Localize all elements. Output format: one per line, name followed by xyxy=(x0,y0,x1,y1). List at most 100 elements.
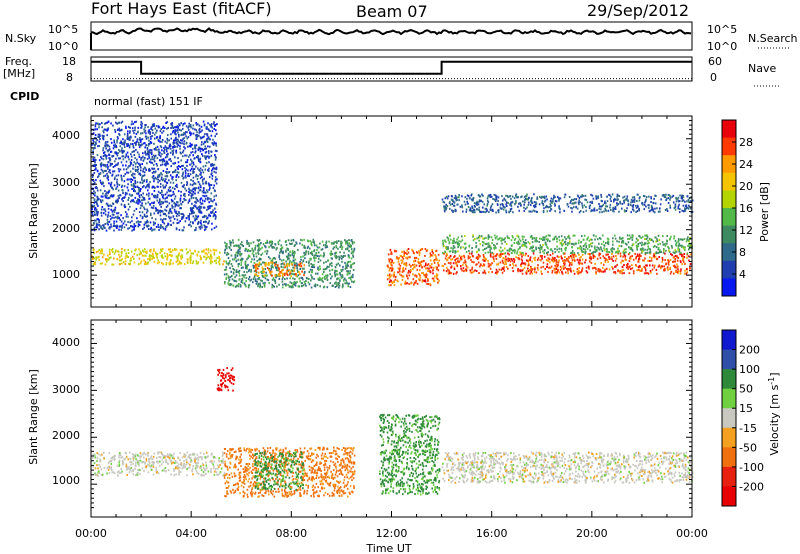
heatmap-cell-6 xyxy=(211,163,214,166)
heatmap-cell-6 xyxy=(157,150,160,153)
heatmap-cell-6 xyxy=(202,149,205,152)
heatmap-cell-5 xyxy=(456,242,459,245)
heatmap-cell-5 xyxy=(572,234,575,237)
heatmap-cell-6 xyxy=(98,136,100,138)
heatmap-cell-1 xyxy=(261,272,263,274)
heatmap-cell-1 xyxy=(350,246,352,249)
heatmap-cell-0 xyxy=(175,248,178,251)
heatmap-cell-2 xyxy=(274,264,276,267)
heatmap-cell-6 xyxy=(117,137,119,140)
heatmap-cell-3 xyxy=(404,251,407,254)
heatmap-cell-4 xyxy=(522,262,525,265)
heatmap-cell-6 xyxy=(140,126,142,129)
heatmap-cell-6 xyxy=(133,183,135,185)
heatmap-cell-4 xyxy=(638,268,640,271)
heatmap-cell-5 xyxy=(504,252,506,255)
heatmap-cell-1 xyxy=(318,255,320,258)
heatmap-cell-5 xyxy=(663,249,665,252)
heatmap-cell-6 xyxy=(134,129,136,132)
heatmap-cell-3 xyxy=(412,263,414,266)
heatmap-cell-4 xyxy=(445,270,448,273)
heatmap-cell-3 xyxy=(401,260,404,263)
heatmap-cell-6 xyxy=(156,196,159,199)
heatmap-cell-5 xyxy=(453,237,455,240)
heatmap-cell-6 xyxy=(116,154,119,157)
heatmap-cell-3 xyxy=(396,256,398,259)
heatmap-cell-4 xyxy=(602,263,605,266)
heatmap-cell-1 xyxy=(324,246,327,249)
heatmap-cell-1 xyxy=(300,276,302,279)
heatmap-cell-2 xyxy=(262,270,264,273)
heatmap-cell-5 xyxy=(454,250,456,253)
heatmap-cell-6 xyxy=(206,216,209,219)
heatmap-cell-6 xyxy=(187,126,189,129)
heatmap-cell-5 xyxy=(564,249,567,252)
heatmap-cell-4 xyxy=(443,252,445,255)
heatmap-cell-6 xyxy=(121,179,123,182)
heatmap-cell-6 xyxy=(123,205,126,207)
heatmap-cell-1 xyxy=(242,266,244,269)
heatmap-cell-0 xyxy=(113,252,116,255)
heatmap-cell-6 xyxy=(124,211,127,214)
heatmap-cell-6 xyxy=(108,196,111,199)
heatmap-cell-6 xyxy=(134,225,137,227)
heatmap-cell-6 xyxy=(192,187,194,190)
heatmap-cell-1 xyxy=(271,258,274,261)
heatmap-cell-6 xyxy=(165,170,167,173)
heatmap-cell-1 xyxy=(228,246,230,249)
heatmap-cell-3 xyxy=(389,248,392,251)
heatmap-cell-4 xyxy=(553,257,555,260)
heatmap-cell-4 xyxy=(491,262,493,265)
heatmap-cell-6 xyxy=(200,173,202,176)
heatmap-cell-6 xyxy=(132,187,135,190)
heatmap-cell-7 xyxy=(669,196,672,199)
heatmap-cell-1 xyxy=(320,248,323,251)
heatmap-cell-1 xyxy=(266,252,268,255)
heatmap-cell-4 xyxy=(684,272,686,275)
heatmap-cell-1 xyxy=(351,280,353,283)
heatmap-cell-6 xyxy=(99,189,102,192)
heatmap-cell-6 xyxy=(196,135,199,138)
heatmap-cell-1 xyxy=(313,242,316,245)
heatmap-cell-7 xyxy=(582,210,585,213)
heatmap-cell-4 xyxy=(526,270,528,273)
heatmap-cell-0 xyxy=(95,256,97,259)
heatmap-cell-6 xyxy=(130,183,133,186)
heatmap-cell-5 xyxy=(616,249,619,252)
heatmap-cell-6 xyxy=(143,166,146,169)
heatmap-cell-6 xyxy=(132,172,134,175)
heatmap-cell-6 xyxy=(174,188,176,190)
heatmap-cell-4 xyxy=(522,268,525,271)
heatmap-cell-1 xyxy=(345,264,347,267)
heatmap-cell-1 xyxy=(275,269,278,272)
heatmap-cell-6 xyxy=(148,186,150,189)
heatmap-cell-6 xyxy=(194,151,196,154)
heatmap-cell-6 xyxy=(108,189,111,192)
heatmap-cell-6 xyxy=(174,171,176,173)
heatmap-cell-6 xyxy=(164,227,167,230)
heatmap-cell-1 xyxy=(334,252,336,255)
heatmap-cell-5 xyxy=(482,237,484,240)
heatmap-cell-4 xyxy=(452,272,455,275)
heatmap-cell-4 xyxy=(520,263,523,265)
heatmap-cell-1 xyxy=(230,254,233,257)
heatmap-cell-4 xyxy=(469,256,471,259)
heatmap-cell-5 xyxy=(684,248,686,251)
heatmap-cell-6 xyxy=(176,142,178,145)
heatmap-cell-4 xyxy=(566,268,568,270)
heatmap-cell-1 xyxy=(337,282,339,284)
heatmap-cell-0 xyxy=(137,263,140,266)
heatmap-cell-6 xyxy=(166,127,168,130)
heatmap-cell-5 xyxy=(687,245,689,247)
heatmap-cell-6 xyxy=(110,138,112,141)
heatmap-cell-6 xyxy=(123,146,126,148)
nave-label: Nave xyxy=(748,62,776,75)
heatmap-cell-4 xyxy=(448,256,451,259)
heatmap-cell-6 xyxy=(94,123,97,126)
heatmap-cell-5 xyxy=(542,236,544,239)
heatmap-cell-6 xyxy=(162,202,164,205)
heatmap-cell-6 xyxy=(126,213,128,216)
heatmap-cell-6 xyxy=(143,213,146,216)
heatmap-cell-4 xyxy=(498,268,501,271)
heatmap-cell-2 xyxy=(279,270,281,273)
